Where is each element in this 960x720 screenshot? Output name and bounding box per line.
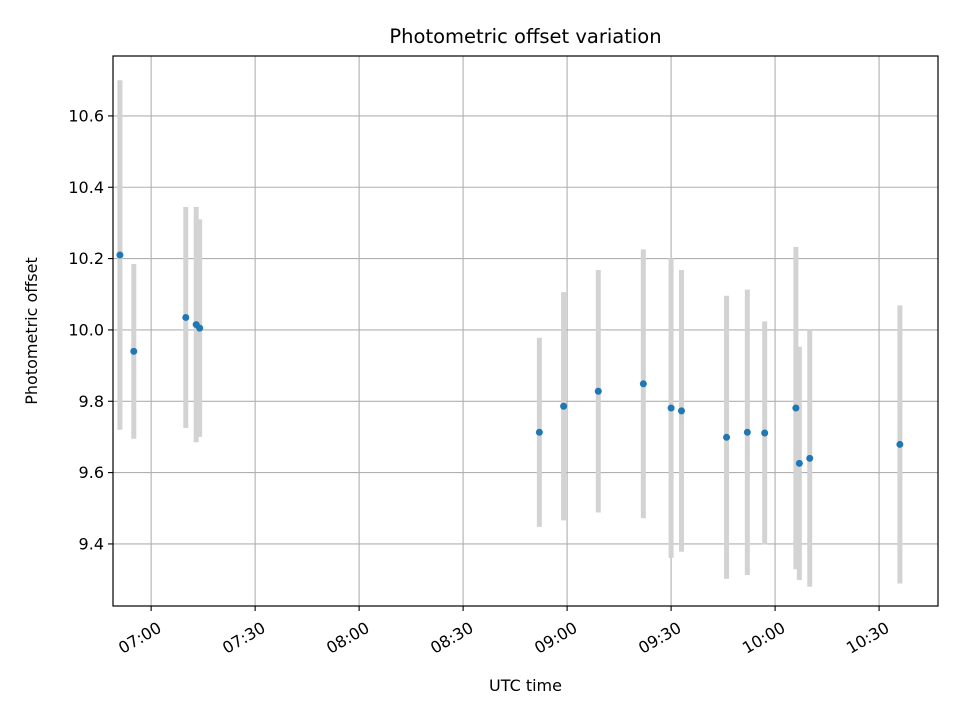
y-tick-label: 10.0 <box>68 320 104 339</box>
data-point <box>795 459 803 467</box>
data-point <box>116 251 124 259</box>
axes-frame <box>112 55 939 607</box>
data-point <box>896 440 904 448</box>
data-point <box>677 407 685 415</box>
data-point <box>743 428 751 436</box>
y-tick-label: 10.4 <box>68 178 104 197</box>
y-tick-label: 10.2 <box>68 249 104 268</box>
data-point <box>594 387 602 395</box>
data-point <box>792 404 800 412</box>
data-point <box>806 454 814 462</box>
data-point <box>182 313 190 321</box>
data-point <box>667 404 675 412</box>
data-point <box>560 402 568 410</box>
x-axis-label: UTC time <box>489 676 562 695</box>
data-point <box>761 429 769 437</box>
data-point <box>723 433 731 441</box>
data-point <box>639 380 647 388</box>
y-tick-label: 10.6 <box>68 106 104 125</box>
y-tick-label: 9.4 <box>79 534 104 553</box>
chart-title: Photometric offset variation <box>389 25 661 48</box>
data-point <box>130 347 138 355</box>
y-axis-label: Photometric offset <box>22 257 41 405</box>
data-point <box>535 428 543 436</box>
y-tick-label: 9.8 <box>79 392 104 411</box>
data-points <box>116 251 904 467</box>
data-point <box>196 324 204 332</box>
y-tick-label: 9.6 <box>79 463 104 482</box>
